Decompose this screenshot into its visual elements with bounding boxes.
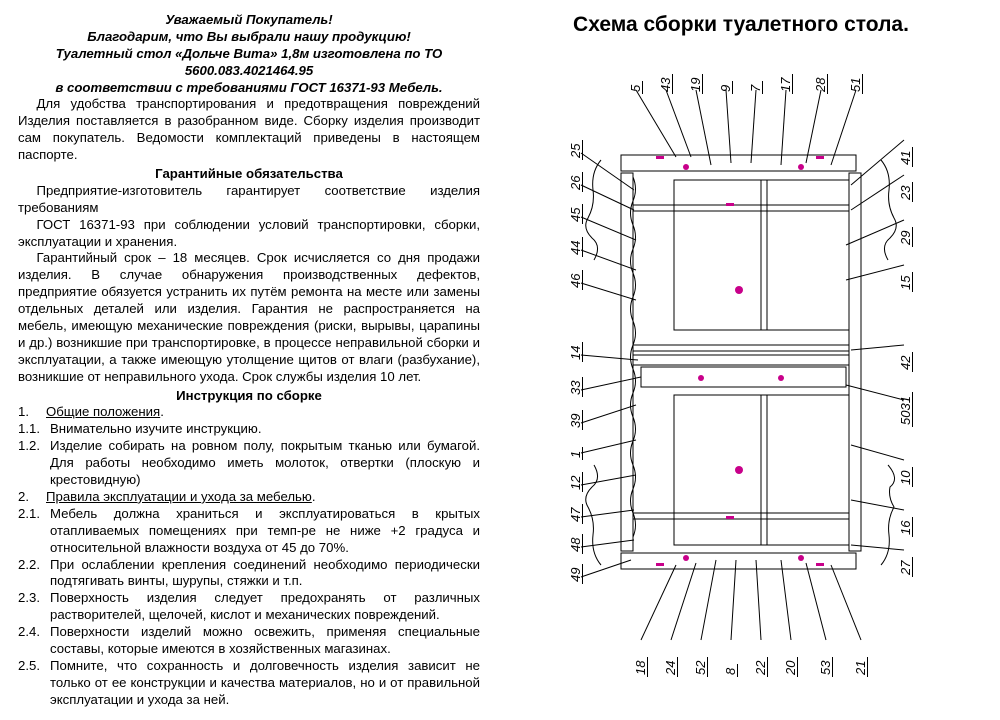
callout-label: 49 — [569, 563, 583, 583]
list-item: 1.Общие положения. — [18, 404, 480, 421]
greeting: Уважаемый Покупатель! — [18, 12, 480, 29]
instruction-list: 1.Общие положения.1.1.Внимательно изучит… — [18, 404, 480, 708]
list-item: 2.Правила эксплуатации и ухода за мебель… — [18, 489, 480, 506]
callout-label: 16 — [899, 516, 913, 536]
callout-label: 20 — [784, 656, 798, 676]
callout-label: 12 — [569, 471, 583, 491]
callout-label: 44 — [569, 236, 583, 256]
assembly-heading: Инструкция по сборке — [18, 388, 480, 405]
warranty-p1: Предприятие-изготовитель гарантирует соо… — [18, 183, 480, 217]
list-text: Внимательно изучите инструкцию. — [50, 421, 480, 438]
list-number: 2.1. — [18, 506, 50, 557]
list-text: Правила эксплуатации и ухода за мебелью. — [46, 489, 480, 506]
callout-label: 18 — [634, 656, 648, 676]
callout-label: 14 — [569, 341, 583, 361]
callout-label: 52 — [694, 656, 708, 676]
list-text: Поверхность изделия следует предохранять… — [50, 590, 480, 624]
list-item: 1.1.Внимательно изучите инструкцию. — [18, 421, 480, 438]
list-number: 2.3. — [18, 590, 50, 624]
callout-label: 25 — [569, 139, 583, 159]
callout-label: 42 — [899, 351, 913, 371]
callout-label: 27 — [899, 556, 913, 576]
assembly-diagram: 5431997172851182452822205321252645444614… — [526, 45, 956, 685]
list-number: 1.1. — [18, 421, 50, 438]
warranty-p3: Гарантийный срок – 18 месяцев. Срок исчи… — [18, 250, 480, 385]
callout-label: 48 — [569, 533, 583, 553]
list-number: 1. — [18, 404, 46, 421]
callout-label: 10 — [899, 466, 913, 486]
callout-label: 53 — [819, 656, 833, 676]
thanks: Благодарим, что Вы выбрали нашу продукци… — [18, 29, 480, 46]
callout-label: 19 — [689, 73, 703, 93]
callout-label: 39 — [569, 409, 583, 429]
callout-label: 17 — [779, 73, 793, 93]
list-number: 2.5. — [18, 658, 50, 709]
callout-label: 47 — [569, 503, 583, 523]
callout-label: 51 — [849, 73, 863, 93]
callout-label: 8 — [724, 664, 738, 677]
callout-label: 1 — [569, 447, 583, 460]
list-item: 2.2.При ослаблении крепления соединений … — [18, 557, 480, 591]
callout-label: 24 — [664, 656, 678, 676]
diagram-svg — [526, 45, 956, 685]
callout-label: 15 — [899, 271, 913, 291]
callout-label: 45 — [569, 203, 583, 223]
warranty-p2: ГОСТ 16371-93 при соблюдении условий тра… — [18, 217, 480, 251]
list-text: Помните, что сохранность и долговечность… — [50, 658, 480, 709]
list-number: 2. — [18, 489, 46, 506]
callout-label: 41 — [899, 146, 913, 166]
product-line-1: Туалетный стол «Дольче Вита» 1,8м изгото… — [18, 46, 480, 80]
list-item: 2.5.Помните, что сохранность и долговечн… — [18, 658, 480, 709]
callout-label: 28 — [814, 73, 828, 93]
diagram-column: Схема сборки туалетного стола. — [500, 12, 982, 712]
document-text-column: Уважаемый Покупатель! Благодарим, что Вы… — [18, 12, 500, 712]
callout-label: 9 — [719, 81, 733, 94]
callout-label: 23 — [899, 181, 913, 201]
list-text: Общие положения. — [46, 404, 480, 421]
list-text: Мебель должна храниться и эксплуатироват… — [50, 506, 480, 557]
intro-paragraph: Для удобства транспортирования и предотв… — [18, 96, 480, 164]
callout-label: 46 — [569, 269, 583, 289]
callout-label: 21 — [854, 656, 868, 676]
product-line-2: в соответствии с требованиями ГОСТ 16371… — [18, 80, 480, 97]
callout-label: 33 — [569, 376, 583, 396]
list-number: 1.2. — [18, 438, 50, 489]
list-text: При ослаблении крепления соединений необ… — [50, 557, 480, 591]
callout-label: 29 — [899, 226, 913, 246]
callout-label: 26 — [569, 171, 583, 191]
list-item: 2.1.Мебель должна храниться и эксплуатир… — [18, 506, 480, 557]
callout-label: 22 — [754, 656, 768, 676]
list-number: 2.2. — [18, 557, 50, 591]
callout-label: 43 — [659, 73, 673, 93]
callout-label: 7 — [749, 81, 763, 94]
list-item: 2.4.Поверхности изделий можно освежить, … — [18, 624, 480, 658]
list-item: 2.3.Поверхность изделия следует предохра… — [18, 590, 480, 624]
list-text: Изделие собирать на ровном полу, покрыты… — [50, 438, 480, 489]
list-item: 1.2.Изделие собирать на ровном полу, пок… — [18, 438, 480, 489]
list-text: Поверхности изделий можно освежить, прим… — [50, 624, 480, 658]
callout-label: 5031 — [899, 392, 913, 427]
list-number: 2.4. — [18, 624, 50, 658]
callout-label: 5 — [629, 81, 643, 94]
warranty-heading: Гарантийные обязательства — [18, 166, 480, 183]
diagram-title: Схема сборки туалетного стола. — [573, 12, 909, 39]
